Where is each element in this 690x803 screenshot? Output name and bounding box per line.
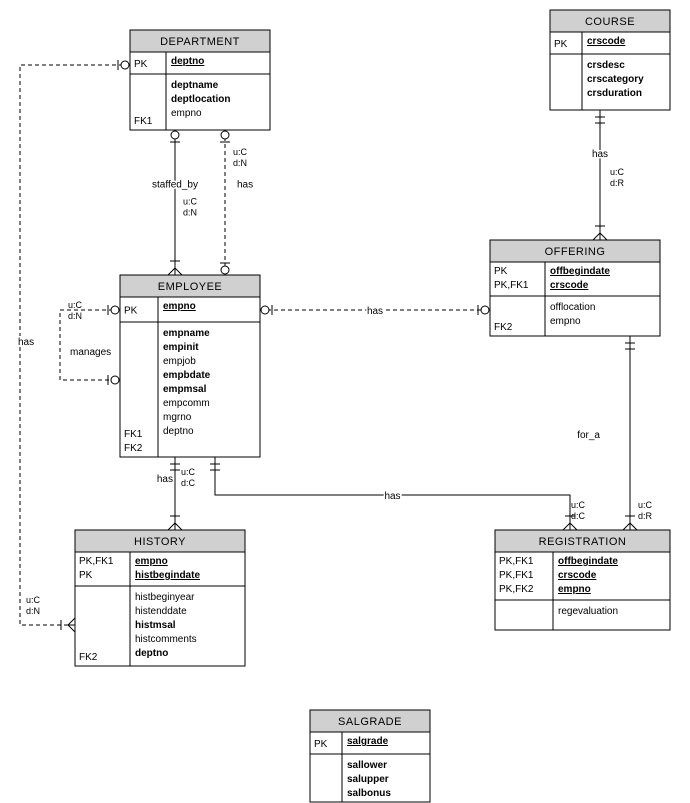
entity-title-department: DEPARTMENT [160, 36, 240, 48]
svg-text:empno: empno [550, 316, 581, 327]
svg-text:histcomments: histcomments [135, 634, 197, 645]
svg-text:PK: PK [314, 739, 328, 750]
entity-title-offering: OFFERING [545, 246, 606, 258]
svg-text:FK1: FK1 [124, 429, 143, 440]
svg-text:offbegindate: offbegindate [558, 556, 618, 567]
rel-label: has [592, 149, 608, 160]
svg-text:FK1: FK1 [134, 116, 153, 127]
svg-text:empno: empno [558, 584, 591, 595]
svg-text:PK: PK [134, 59, 148, 70]
svg-text:empmsal: empmsal [163, 384, 207, 395]
svg-text:d:N: d:N [183, 208, 197, 218]
svg-text:crscategory: crscategory [587, 74, 644, 85]
svg-text:salbonus: salbonus [347, 788, 391, 799]
svg-text:FK2: FK2 [494, 322, 513, 333]
entity-registration: REGISTRATION PK,FK1 PK,FK1 PK,FK2 offbeginda… [495, 530, 670, 630]
svg-text:PK,FK1: PK,FK1 [79, 556, 114, 567]
svg-text:u:C: u:C [183, 197, 198, 207]
svg-text:empinit: empinit [163, 342, 199, 353]
svg-text:crsduration: crsduration [587, 88, 642, 99]
rel-label: for_a [577, 430, 600, 441]
entity-title-employee: EMPLOYEE [158, 281, 223, 293]
svg-text:crsdesc: crsdesc [587, 60, 625, 71]
rel-label: has [157, 474, 173, 485]
svg-text:offbegindate: offbegindate [550, 266, 610, 277]
entity-title-course: COURSE [585, 16, 635, 28]
rel-label: has [367, 306, 383, 317]
svg-text:d:R: d:R [638, 511, 653, 521]
svg-text:deptno: deptno [135, 648, 168, 659]
svg-text:PK,FK1: PK,FK1 [494, 280, 529, 291]
svg-text:deptno: deptno [163, 426, 194, 437]
rel-label: has [384, 491, 400, 502]
svg-text:salgrade: salgrade [347, 736, 389, 747]
svg-text:empjob: empjob [163, 356, 196, 367]
entity-course: COURSE PK crscode crsdesc crscategory crsdura… [550, 10, 670, 110]
svg-text:d:C: d:C [181, 478, 196, 488]
svg-text:deptno: deptno [171, 56, 204, 67]
svg-text:empcomm: empcomm [163, 398, 210, 409]
svg-text:salupper: salupper [347, 774, 389, 785]
svg-text:crscode: crscode [587, 36, 626, 47]
svg-text:PK,FK1: PK,FK1 [499, 556, 534, 567]
rel-label: has [18, 337, 34, 348]
svg-text:u:C: u:C [181, 467, 196, 477]
er-diagram: DEPARTMENT PK deptno FK1 deptname deptlocatio… [0, 0, 690, 803]
svg-text:deptname: deptname [171, 80, 219, 91]
svg-text:PK: PK [554, 39, 568, 50]
svg-text:FK2: FK2 [79, 652, 98, 663]
svg-text:empname: empname [163, 328, 210, 339]
entity-salgrade: SALGRADE PK salgrade sallower salupper salbon… [310, 710, 430, 802]
svg-text:d:R: d:R [610, 178, 625, 188]
svg-text:FK2: FK2 [124, 443, 143, 454]
svg-text:u:C: u:C [610, 167, 625, 177]
svg-text:mgrno: mgrno [163, 412, 192, 423]
svg-text:crscode: crscode [550, 280, 589, 291]
svg-text:d:N: d:N [68, 311, 82, 321]
svg-text:d:N: d:N [26, 606, 40, 616]
svg-text:PK,FK2: PK,FK2 [499, 584, 534, 595]
svg-text:u:C: u:C [68, 300, 83, 310]
svg-text:regevaluation: regevaluation [558, 606, 618, 617]
svg-text:offlocation: offlocation [550, 302, 595, 313]
svg-text:deptlocation: deptlocation [171, 94, 230, 105]
entity-history: HISTORY PK,FK1 PK empno histbegindate FK2 hist… [75, 530, 245, 666]
svg-text:empno: empno [135, 556, 168, 567]
svg-text:histenddate: histenddate [135, 606, 187, 617]
svg-text:histbegindate: histbegindate [135, 570, 200, 581]
svg-text:crscode: crscode [558, 570, 597, 581]
svg-text:sallower: sallower [347, 760, 387, 771]
svg-text:u:C: u:C [571, 500, 586, 510]
rel-label: staffed_by [152, 180, 198, 191]
svg-text:u:C: u:C [26, 595, 41, 605]
rel-label: has [237, 180, 253, 191]
entity-title-salgrade: SALGRADE [338, 716, 402, 728]
svg-text:empno: empno [163, 301, 196, 312]
svg-text:d:N: d:N [233, 158, 247, 168]
svg-text:d:C: d:C [571, 511, 586, 521]
svg-text:empbdate: empbdate [163, 370, 211, 381]
rel-label: manages [70, 347, 111, 358]
entity-employee: EMPLOYEE PK empno FK1 FK2 empname empinit empjo… [120, 275, 260, 457]
svg-text:empno: empno [171, 108, 202, 119]
svg-text:PK: PK [79, 570, 93, 581]
svg-text:histbeginyear: histbeginyear [135, 592, 195, 603]
svg-text:PK: PK [124, 306, 138, 317]
svg-text:u:C: u:C [233, 147, 248, 157]
svg-text:u:C: u:C [638, 500, 653, 510]
svg-text:histmsal: histmsal [135, 620, 176, 631]
entity-department: DEPARTMENT PK deptno FK1 deptname deptlocatio… [130, 30, 270, 130]
entity-title-registration: REGISTRATION [539, 536, 627, 548]
entity-title-history: HISTORY [134, 536, 186, 548]
entity-offering: OFFERING PK PK,FK1 offbegindate crscode FK2 of… [490, 240, 660, 336]
svg-text:PK: PK [494, 266, 508, 277]
svg-text:PK,FK1: PK,FK1 [499, 570, 534, 581]
